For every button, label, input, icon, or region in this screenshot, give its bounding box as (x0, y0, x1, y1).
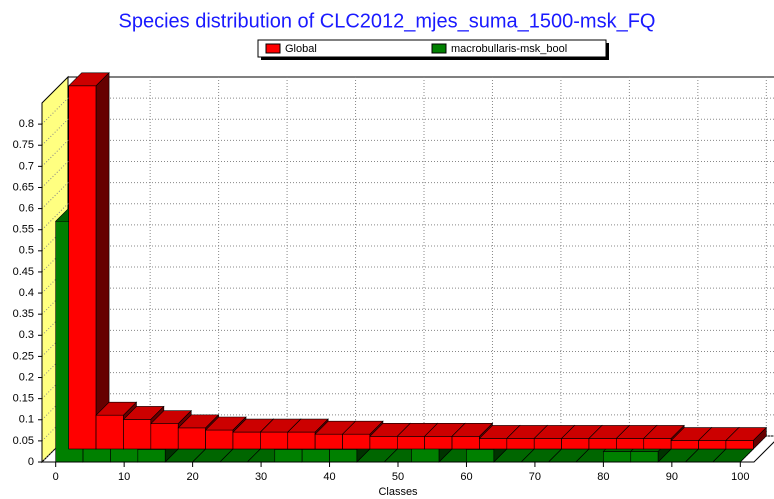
bar (232, 431, 261, 450)
bar (506, 438, 535, 450)
x-tick-label: 70 (529, 471, 541, 483)
chart-title: Species distribution of CLC2012_mjes_sum… (119, 10, 656, 32)
y-tick-label: 0.25 (13, 350, 34, 362)
x-tick-label: 0 (53, 471, 59, 483)
bar (424, 436, 453, 450)
bar (205, 429, 234, 450)
grid-line (41, 139, 69, 167)
y-tick-label: 0.5 (19, 245, 34, 257)
y-tick-label: 0.35 (13, 308, 34, 320)
bar (603, 451, 632, 463)
legend-swatch (265, 43, 281, 54)
grid-line (41, 203, 69, 231)
legend-label: Global (285, 43, 317, 55)
y-tick-label: 0.7 (19, 160, 34, 172)
y-tick-label: 0.65 (13, 181, 34, 193)
bar (342, 433, 371, 450)
bar (643, 438, 672, 450)
y-tick-label: 0.1 (19, 414, 34, 426)
bar (287, 431, 316, 450)
bar (466, 449, 495, 463)
x-axis-label: Classes (378, 486, 418, 498)
y-tick-label: 0.45 (13, 266, 34, 278)
y-tick-label: 0.55 (13, 224, 34, 236)
y-tick-label: 0.15 (13, 393, 34, 405)
bar (260, 431, 289, 450)
bar (301, 449, 330, 463)
bar (177, 427, 206, 450)
bar (698, 440, 727, 450)
x-tick-label: 100 (731, 471, 749, 483)
y-tick-label: 0.75 (13, 139, 34, 151)
x-tick-label: 50 (392, 471, 404, 483)
grid-line (41, 97, 69, 125)
legend-swatch (431, 43, 447, 54)
bar (274, 449, 303, 463)
bar (314, 433, 343, 450)
bar (630, 451, 659, 463)
bar (670, 440, 699, 450)
bar (123, 419, 152, 450)
legend-label: macrobullaris-msk_bool (451, 43, 567, 55)
bar-side (753, 426, 767, 450)
bar (95, 414, 124, 450)
back-wall (67, 76, 774, 437)
bar (150, 423, 179, 450)
bar (725, 440, 754, 450)
y-tick-label: 0.4 (19, 287, 34, 299)
grid-line (41, 118, 69, 146)
x-tick-label: 60 (460, 471, 472, 483)
bar (137, 449, 166, 463)
x-tick-label: 20 (186, 471, 198, 483)
y-tick-label: 0.8 (19, 118, 34, 130)
y-tick-label: 0 (28, 456, 34, 468)
bar (451, 436, 480, 450)
x-tick-label: 80 (597, 471, 609, 483)
bar (68, 85, 97, 450)
bar (533, 438, 562, 450)
bar (397, 436, 425, 450)
bar (479, 438, 508, 450)
x-tick-label: 30 (255, 471, 267, 483)
bar (369, 436, 398, 450)
bar-side (95, 72, 110, 450)
bar (588, 438, 617, 450)
grid-line (41, 161, 69, 188)
grid-line (41, 182, 69, 209)
y-tick-label: 0.05 (13, 435, 34, 447)
bar (616, 438, 645, 450)
bar (561, 438, 590, 450)
x-tick-label: 40 (323, 471, 335, 483)
x-tick-label: 10 (118, 471, 130, 483)
bar (329, 449, 358, 463)
y-tick-label: 0.6 (19, 202, 34, 214)
y-tick-label: 0.3 (19, 329, 34, 341)
x-tick-label: 90 (666, 471, 678, 483)
y-tick-label: 0.2 (19, 371, 34, 383)
